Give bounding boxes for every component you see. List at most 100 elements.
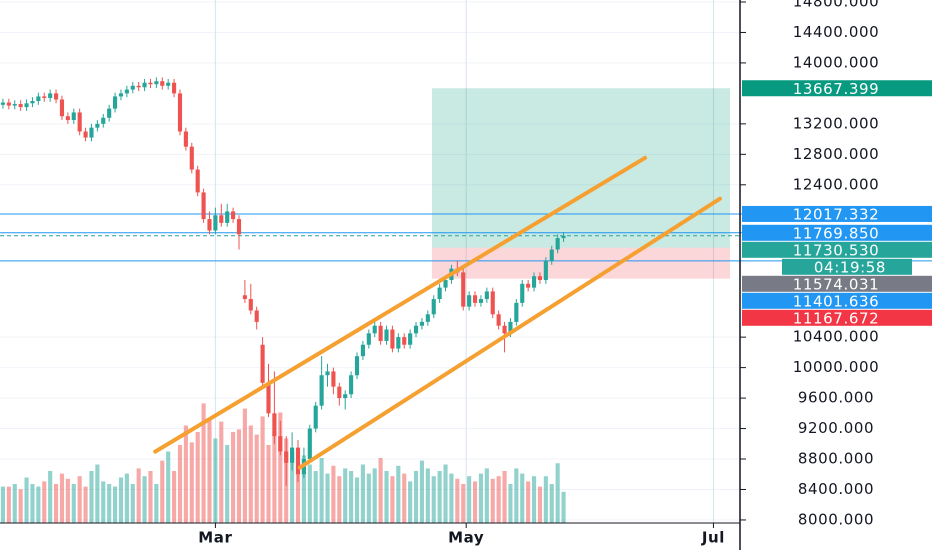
volume-bar xyxy=(231,432,236,523)
y-tick-label: 14000.000 xyxy=(793,53,880,71)
volume-bar xyxy=(213,438,218,523)
candle-body xyxy=(154,81,159,85)
candle-body xyxy=(177,93,183,132)
volume-bar xyxy=(236,429,242,523)
volume-bar xyxy=(172,471,177,523)
volume-bar xyxy=(207,419,212,523)
volume-bar xyxy=(42,481,47,523)
candle-body xyxy=(231,211,236,220)
candle-body xyxy=(284,451,289,463)
candle-body xyxy=(30,101,35,104)
volume-bar xyxy=(313,471,318,523)
price-label-box xyxy=(742,309,932,326)
volume-bar xyxy=(413,471,419,523)
candle-body xyxy=(555,238,560,250)
volume-bar xyxy=(89,471,94,523)
y-tick-label: 10400.000 xyxy=(793,328,880,346)
candle-body xyxy=(236,219,242,235)
candle-body xyxy=(142,82,147,88)
price-label-box xyxy=(742,241,932,258)
countdown-box xyxy=(782,258,912,275)
y-tick-label: 14400.000 xyxy=(793,23,880,41)
price-label: 11574.031 xyxy=(793,275,880,293)
y-tick-label: 8400.000 xyxy=(798,480,874,498)
volume-bar xyxy=(408,481,413,523)
candle-body xyxy=(290,447,295,463)
volume-bar xyxy=(549,484,554,523)
volume-bar xyxy=(555,463,560,523)
position-tool xyxy=(431,88,730,279)
candle-body xyxy=(307,428,312,460)
volume-bar xyxy=(101,481,106,523)
candle-body xyxy=(48,93,53,98)
candle-body xyxy=(166,82,171,86)
price-label: 12017.332 xyxy=(793,205,880,223)
candle-body xyxy=(408,333,413,345)
candle-body xyxy=(472,295,478,303)
volume-bar xyxy=(543,476,548,523)
y-tick-label: 14800.000 xyxy=(793,0,880,10)
candle-body xyxy=(36,96,41,102)
volume-bar xyxy=(59,473,65,523)
volume-bar xyxy=(443,464,448,523)
volume-bar xyxy=(254,434,259,523)
volume-bar xyxy=(30,484,35,523)
volume-bar xyxy=(561,491,566,523)
volume-bar xyxy=(225,445,230,523)
volume-bar xyxy=(53,484,59,523)
volume-bar xyxy=(496,476,501,523)
volume-bar xyxy=(431,476,436,523)
y-tick-label: 9200.000 xyxy=(798,419,874,437)
y-tick-label: 13200.000 xyxy=(793,114,880,132)
y-tick-label: 8000.000 xyxy=(798,510,874,528)
volume-bar xyxy=(331,465,336,523)
volume-bar xyxy=(266,445,271,523)
candle-body xyxy=(443,280,448,288)
volume-bar xyxy=(419,460,424,523)
price-label-box xyxy=(742,205,932,222)
candle-body xyxy=(136,85,141,88)
volume-bar xyxy=(360,464,365,523)
volume-bar xyxy=(260,416,265,523)
candle-body xyxy=(337,386,342,399)
candle-body xyxy=(437,287,442,300)
target-zone xyxy=(431,88,730,248)
grid xyxy=(0,0,740,523)
volume-pane xyxy=(0,403,566,523)
volume-bar xyxy=(177,445,183,523)
volume-bar xyxy=(136,468,141,523)
volume-bar xyxy=(301,455,306,523)
volume-bar xyxy=(65,478,70,523)
volume-bar xyxy=(307,464,312,523)
volume-bar xyxy=(77,476,82,523)
candle-body xyxy=(195,169,200,193)
y-tick-label: 9600.000 xyxy=(798,389,874,407)
candle-body xyxy=(313,405,318,429)
candle-body xyxy=(396,337,401,349)
volume-bar xyxy=(372,468,377,523)
volume-bar xyxy=(107,484,112,523)
candle-body xyxy=(65,116,70,121)
volume-bar xyxy=(472,481,478,523)
volume-bar xyxy=(248,425,253,523)
volume-bar xyxy=(183,425,188,523)
volume-bar xyxy=(148,471,153,523)
volume-bar xyxy=(278,412,283,523)
candle-body xyxy=(325,371,330,376)
candle-body xyxy=(531,276,537,288)
volume-bar xyxy=(124,473,129,523)
candle-body xyxy=(83,131,88,138)
volume-bar xyxy=(201,403,206,523)
volume-bar xyxy=(6,486,11,523)
price-labels: 13667.399 12017.33211769.85011730.53004:1… xyxy=(742,80,932,327)
candle-body xyxy=(484,291,489,300)
candle-body xyxy=(213,215,218,231)
volume-bar xyxy=(537,486,543,523)
candle-body xyxy=(343,394,348,399)
candle-body xyxy=(520,283,525,303)
candle-body xyxy=(242,295,247,300)
volume-bar xyxy=(113,486,118,523)
price-label-box xyxy=(742,224,932,241)
price-label-box xyxy=(742,80,932,97)
candle-body xyxy=(331,371,336,387)
